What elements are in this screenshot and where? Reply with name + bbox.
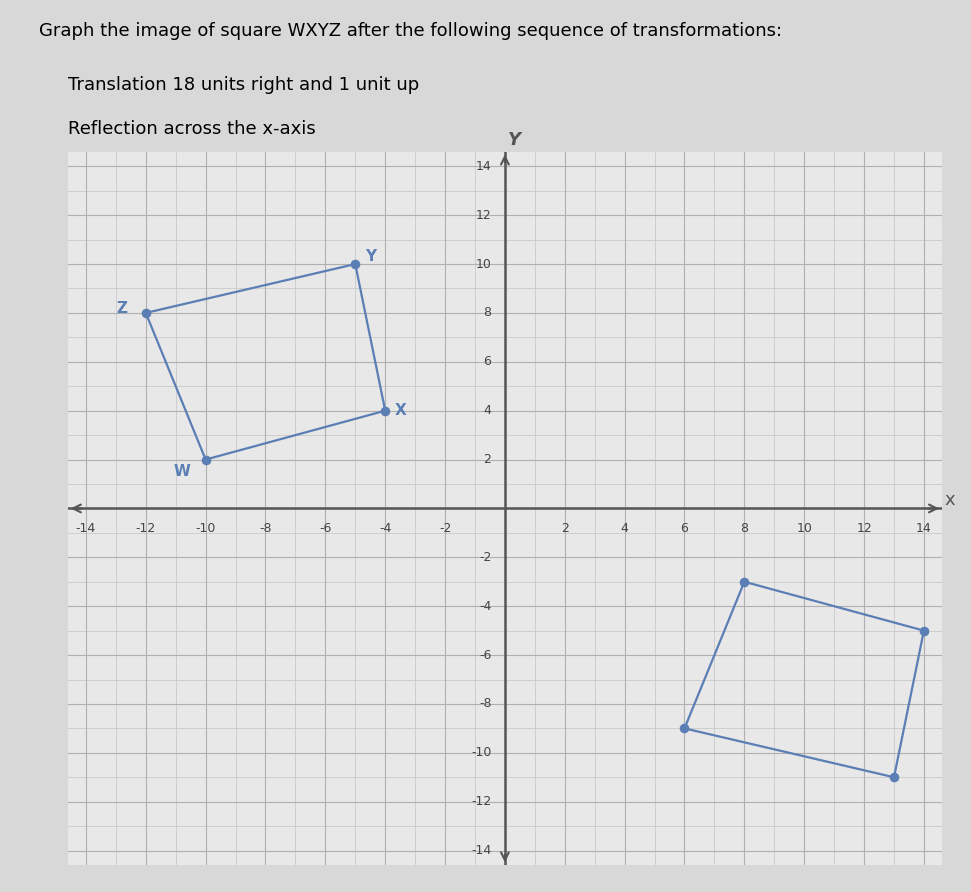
Point xyxy=(677,722,692,736)
Text: Translation 18 units right and 1 unit up: Translation 18 units right and 1 unit up xyxy=(68,76,419,94)
Text: 4: 4 xyxy=(620,522,628,535)
Text: -4: -4 xyxy=(479,599,491,613)
Text: 2: 2 xyxy=(561,522,569,535)
Text: -8: -8 xyxy=(479,698,491,710)
Point xyxy=(198,452,214,467)
Text: -2: -2 xyxy=(439,522,452,535)
Text: -14: -14 xyxy=(471,844,491,857)
Text: 14: 14 xyxy=(476,160,491,173)
Text: 10: 10 xyxy=(796,522,812,535)
Text: 6: 6 xyxy=(681,522,688,535)
Text: -8: -8 xyxy=(259,522,272,535)
Text: Y: Y xyxy=(508,131,520,149)
Point xyxy=(378,403,393,417)
Text: -6: -6 xyxy=(479,648,491,662)
Text: 12: 12 xyxy=(476,209,491,222)
Text: 6: 6 xyxy=(484,355,491,368)
Text: Y: Y xyxy=(365,249,376,264)
Text: -4: -4 xyxy=(379,522,391,535)
Point xyxy=(887,770,902,784)
Text: Z: Z xyxy=(117,301,127,316)
Text: 14: 14 xyxy=(916,522,932,535)
Text: -2: -2 xyxy=(479,551,491,564)
Text: W: W xyxy=(173,464,190,479)
Point xyxy=(348,257,363,271)
Text: 10: 10 xyxy=(476,258,491,270)
Text: 8: 8 xyxy=(484,307,491,319)
Text: 4: 4 xyxy=(484,404,491,417)
Text: x: x xyxy=(945,491,955,509)
Text: Reflection across the x-axis: Reflection across the x-axis xyxy=(68,120,316,138)
Text: 12: 12 xyxy=(856,522,872,535)
Text: -10: -10 xyxy=(195,522,216,535)
Text: 8: 8 xyxy=(740,522,749,535)
Point xyxy=(917,624,932,638)
Text: Graph the image of square WXYZ after the following sequence of transformations:: Graph the image of square WXYZ after the… xyxy=(39,22,782,40)
Text: -14: -14 xyxy=(76,522,96,535)
Text: X: X xyxy=(394,403,406,418)
Point xyxy=(138,306,153,320)
Text: 2: 2 xyxy=(484,453,491,466)
Text: -12: -12 xyxy=(471,795,491,808)
Text: -10: -10 xyxy=(471,747,491,759)
Point xyxy=(737,574,753,589)
Text: -12: -12 xyxy=(136,522,156,535)
Text: -6: -6 xyxy=(319,522,331,535)
